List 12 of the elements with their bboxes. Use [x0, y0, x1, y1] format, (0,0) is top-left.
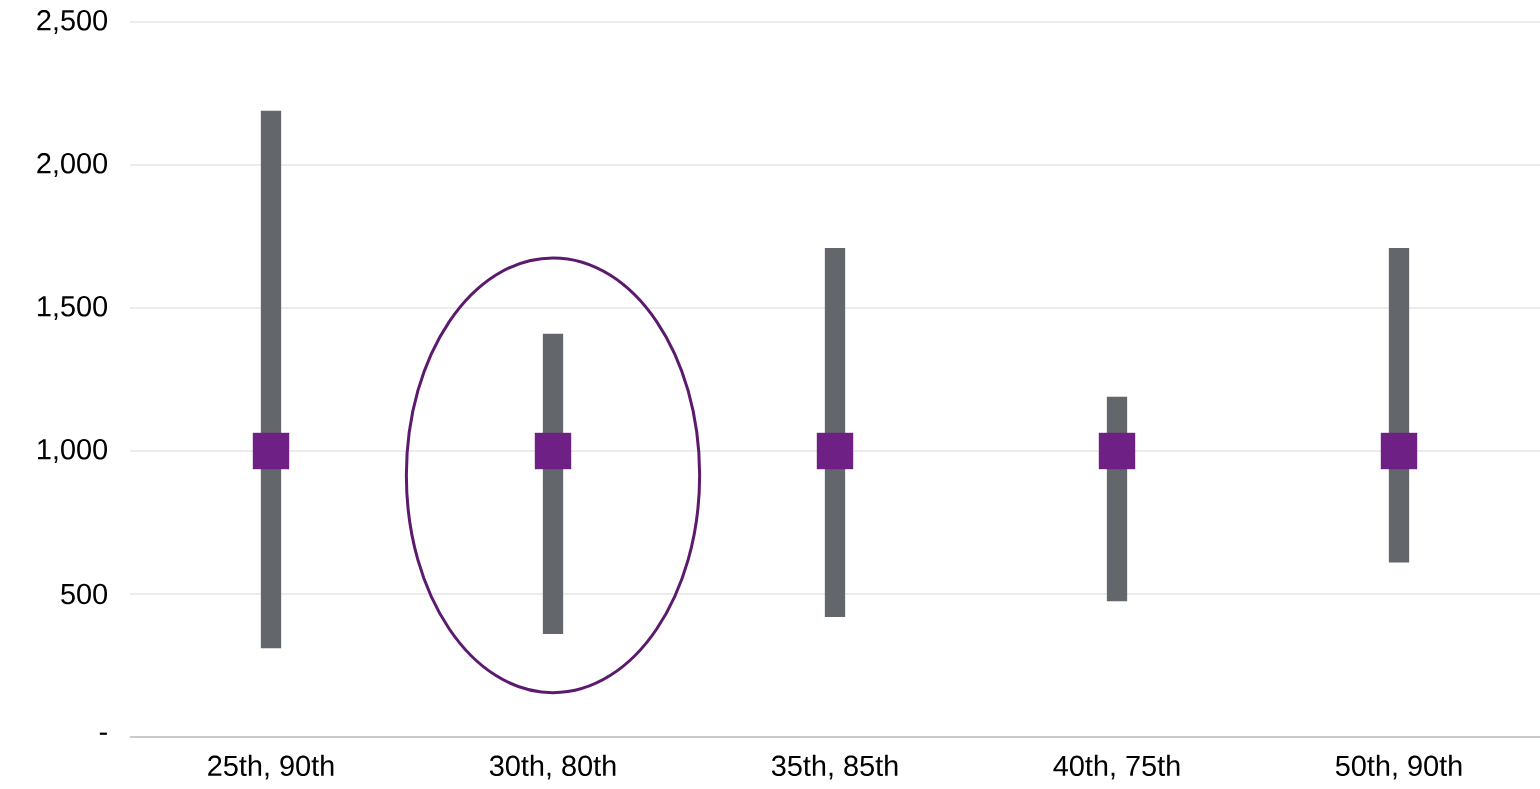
y-tick-label: 1,000 — [38, 439, 108, 463]
y-tick-label: 500 — [61, 583, 108, 605]
bar — [260, 110, 282, 649]
y-tick-label: 2,000 — [37, 153, 108, 177]
x-tick-label: 50th, 90th — [1335, 754, 1462, 780]
x-tick-label: 30th, 80th — [489, 754, 616, 780]
y-tick-label: 2,500 — [37, 10, 108, 34]
x-tick-label: 25th, 90th — [208, 754, 334, 780]
x-tick-label: 40th, 75th — [1053, 754, 1180, 780]
y-tick-label: 1,500 — [38, 296, 108, 320]
x-tick-label: 35th, 85th — [771, 754, 898, 780]
y-tick-label: - — [99, 732, 107, 735]
